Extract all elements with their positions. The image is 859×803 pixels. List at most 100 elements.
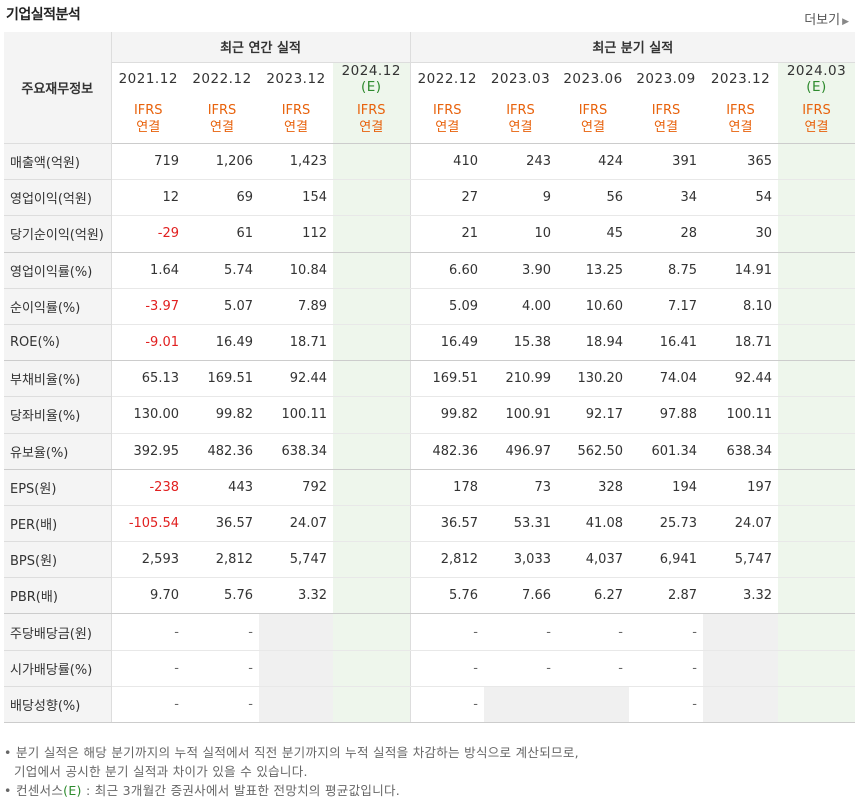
table-cell	[778, 396, 856, 434]
table-cell	[778, 650, 856, 687]
table-cell: 41.08	[557, 505, 629, 543]
table-row: EPS(원) -238 443 792 178 73 328 194 197	[4, 469, 856, 506]
table-cell: 638.34	[703, 433, 778, 470]
table-cell: 2.87	[629, 577, 703, 615]
table-cell: 1,423	[259, 143, 333, 181]
footnotes: • 분기 실적은 해당 분기까지의 누적 실적에서 직전 분기까지의 누적 실적…	[4, 743, 579, 800]
table-cell	[703, 613, 778, 651]
table-cell	[703, 650, 778, 687]
table-cell	[259, 650, 333, 687]
table-cell	[703, 686, 778, 724]
table-cell: 197	[703, 469, 778, 506]
table-cell	[333, 433, 411, 470]
ifrs-consolidated-label: IFRS 연결	[185, 94, 259, 144]
table-cell: 2,812	[185, 541, 259, 579]
table-cell: 10	[484, 215, 557, 253]
table-cell	[778, 360, 856, 398]
table-cell: -	[557, 613, 629, 651]
table-row: PER(배) -105.54 36.57 24.07 36.57 53.31 41.08 25…	[4, 505, 856, 543]
annual-group-header: 최근 연간 실적	[111, 32, 411, 63]
table-row: 부채비율(%) 65.13 169.51 92.44 169.51 210.99 130.2…	[4, 360, 856, 398]
table-cell: 27	[410, 179, 484, 217]
ifrs-consolidated-label: IFRS 연결	[703, 94, 778, 144]
table-cell: 792	[259, 469, 333, 506]
table-cell	[333, 215, 411, 253]
table-cell: 92.44	[703, 360, 778, 398]
period-header: 2024.03 (E)	[778, 62, 856, 95]
ifrs-consolidated-label: IFRS 연결	[410, 94, 484, 144]
period-header: 2023.12	[703, 62, 778, 95]
table-cell: 7.89	[259, 288, 333, 325]
financial-table: 주요재무정보 최근 연간 실적 최근 분기 실적 2021.12 2022.12 2…	[4, 32, 856, 724]
table-cell: 21	[410, 215, 484, 253]
table-row: 당좌비율(%) 130.00 99.82 100.11 99.82 100.91 92.17…	[4, 396, 856, 434]
ifrs-consolidated-label: IFRS 연결	[484, 94, 557, 144]
row-label: ROE(%)	[4, 324, 112, 362]
table-cell: 73	[484, 469, 557, 506]
table-cell: 130.20	[557, 360, 629, 398]
table-cell: -9.01	[111, 324, 185, 362]
table-cell	[333, 469, 411, 506]
table-cell: 154	[259, 179, 333, 217]
table-cell: 56	[557, 179, 629, 217]
table-cell: 65.13	[111, 360, 185, 398]
estimate-mark: (E)	[63, 783, 82, 798]
row-label: 부채비율(%)	[4, 360, 112, 398]
table-cell: 6.60	[410, 252, 484, 289]
table-cell: 14.91	[703, 252, 778, 289]
more-label: 더보기	[804, 13, 841, 28]
row-header-label: 주요재무정보	[4, 32, 112, 144]
table-cell: 3.32	[703, 577, 778, 615]
estimate-mark: (E)	[360, 78, 382, 95]
period-header: 2024.12 (E)	[333, 62, 411, 95]
table-cell: -	[484, 613, 557, 651]
table-cell: 6,941	[629, 541, 703, 579]
chevron-right-icon: ▶	[842, 17, 849, 27]
table-row: 매출액(억원) 719 1,206 1,423 410 243 424 391 365	[4, 143, 856, 181]
table-cell: 391	[629, 143, 703, 181]
row-label: 영업이익(억원)	[4, 179, 112, 217]
table-cell: 16.41	[629, 324, 703, 362]
period-label: 2024.12	[341, 62, 401, 79]
table-cell: -	[410, 650, 484, 687]
table-cell: -	[629, 650, 703, 687]
table-cell: 562.50	[557, 433, 629, 470]
footnote-1: • 분기 실적은 해당 분기까지의 누적 실적에서 직전 분기까지의 누적 실적…	[4, 745, 579, 760]
table-cell	[557, 686, 629, 724]
table-cell: 719	[111, 143, 185, 181]
table-cell: -	[111, 613, 185, 651]
table-cell: 100.11	[259, 396, 333, 434]
table-cell: 36.57	[410, 505, 484, 543]
more-link[interactable]: 더보기 ▶	[804, 9, 849, 28]
row-label: 당기순이익(억원)	[4, 215, 112, 253]
table-cell: 36.57	[185, 505, 259, 543]
table-cell: 5.76	[185, 577, 259, 615]
table-cell: 5.07	[185, 288, 259, 325]
period-header: 2023.06	[557, 62, 629, 95]
ifrs-consolidated-label: IFRS 연결	[111, 94, 185, 144]
footnote-3: • 컨센서스(E) : 최근 3개월간 증권사에서 발표한 전망치의 평균값입니…	[4, 783, 401, 798]
table-cell	[778, 613, 856, 651]
table-cell: 54	[703, 179, 778, 217]
table-cell: -	[629, 686, 703, 724]
table-cell: -	[629, 613, 703, 651]
table-cell: 8.75	[629, 252, 703, 289]
table-cell: 130.00	[111, 396, 185, 434]
table-cell	[778, 288, 856, 325]
table-cell: 99.82	[185, 396, 259, 434]
table-cell: 112	[259, 215, 333, 253]
estimate-mark: (E)	[806, 78, 827, 95]
table-cell: -29	[111, 215, 185, 253]
table-cell: 3.90	[484, 252, 557, 289]
table-cell: 61	[185, 215, 259, 253]
table-cell: 3.32	[259, 577, 333, 615]
quarter-group-header: 최근 분기 실적	[410, 32, 856, 63]
ifrs-consolidated-label: IFRS 연결	[557, 94, 629, 144]
table-cell: 30	[703, 215, 778, 253]
table-cell	[778, 143, 856, 181]
table-cell: 392.95	[111, 433, 185, 470]
footnote-2-text: 기업에서 공시한 분기 실적과 차이가 있을 수 있습니다.	[14, 764, 308, 779]
table-cell: 410	[410, 143, 484, 181]
table-cell: 45	[557, 215, 629, 253]
table-cell	[778, 505, 856, 543]
